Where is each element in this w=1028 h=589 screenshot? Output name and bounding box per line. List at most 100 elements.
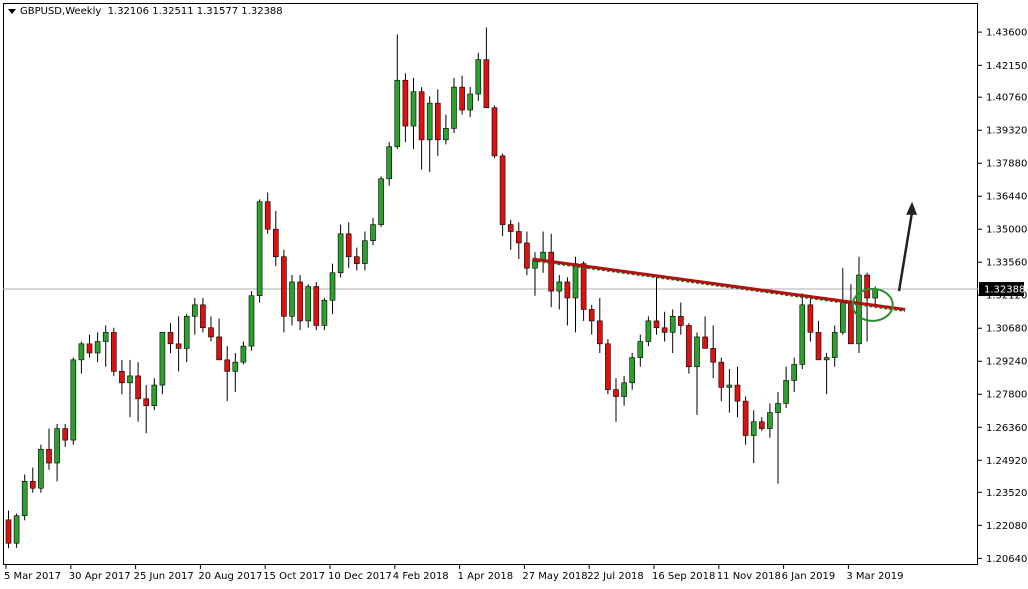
candle-80 bbox=[653, 275, 660, 335]
candle-body-69 bbox=[564, 281, 571, 299]
candle-body-78 bbox=[637, 341, 644, 358]
candle-body-62 bbox=[507, 224, 514, 232]
candle-body-24 bbox=[200, 304, 206, 329]
candle-body-9 bbox=[78, 343, 85, 361]
candle-55 bbox=[451, 77, 457, 133]
chart-header: GBPUSD,Weekly 1.32106 1.32511 1.31577 1.… bbox=[8, 6, 283, 17]
candle-body-4 bbox=[38, 448, 44, 489]
x-tick-label-0: 5 Mar 2017 bbox=[4, 571, 61, 582]
candle-90 bbox=[734, 366, 741, 418]
candle-1 bbox=[13, 513, 20, 548]
current-price-tag-bg bbox=[979, 282, 1024, 297]
candle-body-40 bbox=[329, 272, 336, 301]
candle-12 bbox=[102, 325, 109, 367]
candle-body-103 bbox=[839, 302, 846, 333]
candle-body-105 bbox=[856, 274, 862, 345]
candle-body-49 bbox=[402, 79, 409, 127]
candle-68 bbox=[556, 275, 563, 310]
candle-body-59 bbox=[483, 59, 490, 109]
candle-104 bbox=[848, 284, 854, 345]
candle-body-8 bbox=[70, 359, 77, 441]
candle-body-5 bbox=[46, 448, 52, 464]
candle-8 bbox=[70, 357, 77, 445]
candle-102 bbox=[831, 325, 838, 367]
up-arrow-shaft bbox=[897, 211, 914, 292]
overlays bbox=[532, 201, 918, 322]
candle-94 bbox=[767, 403, 773, 438]
candle-body-89 bbox=[726, 384, 733, 388]
trendline bbox=[532, 257, 906, 311]
candle-58 bbox=[475, 52, 482, 101]
high-value: 1.32511 bbox=[152, 6, 194, 17]
candle-body-101 bbox=[823, 357, 830, 361]
x-tick-label-12: 6 Jan 2019 bbox=[782, 571, 836, 582]
x-tick-label-10: 16 Sep 2018 bbox=[652, 571, 715, 582]
candle-39 bbox=[321, 297, 328, 331]
candles bbox=[5, 27, 879, 549]
candle-body-90 bbox=[734, 384, 741, 402]
candle-6 bbox=[54, 424, 60, 482]
candle-body-76 bbox=[621, 382, 627, 397]
dropdown-triangle-icon[interactable] bbox=[8, 8, 16, 14]
candle-51 bbox=[418, 87, 425, 170]
candle-98 bbox=[799, 293, 806, 370]
candle-body-75 bbox=[613, 389, 619, 397]
candle-body-37 bbox=[305, 286, 312, 322]
candle-45 bbox=[370, 217, 376, 246]
x-axis: 5 Mar 2017 30 Apr 2017 25 Jun 2017 20 Aug 2… bbox=[4, 565, 903, 582]
x-tick-label-13: 3 Mar 2019 bbox=[846, 571, 903, 582]
candle-16 bbox=[135, 362, 141, 422]
candle-body-94 bbox=[767, 412, 773, 429]
candle-41 bbox=[337, 224, 344, 278]
candle-85 bbox=[694, 332, 700, 415]
candle-body-27 bbox=[224, 359, 230, 372]
x-tick-label-11: 11 Nov 2018 bbox=[717, 571, 781, 582]
candle-body-33 bbox=[272, 228, 279, 258]
candle-60 bbox=[491, 105, 498, 159]
candle-69 bbox=[564, 277, 571, 326]
candle-body-96 bbox=[783, 380, 789, 404]
candle-body-53 bbox=[434, 102, 441, 141]
candle-body-68 bbox=[556, 281, 563, 292]
candle-0 bbox=[5, 510, 12, 549]
candle-30 bbox=[248, 291, 255, 351]
candle-20 bbox=[167, 323, 174, 353]
candle-56 bbox=[459, 75, 465, 115]
candle-body-10 bbox=[86, 343, 93, 354]
current-price-tag-text: 1.32388 bbox=[984, 285, 1025, 296]
candle-body-43 bbox=[353, 256, 360, 264]
candle-body-102 bbox=[831, 332, 838, 358]
candle-body-74 bbox=[605, 343, 611, 390]
candle-body-44 bbox=[362, 240, 368, 264]
low-value: 1.31577 bbox=[196, 6, 239, 17]
candle-body-45 bbox=[370, 224, 376, 241]
candle-28 bbox=[232, 352, 239, 392]
candle-body-38 bbox=[313, 286, 320, 326]
candle-27 bbox=[224, 346, 230, 402]
candle-body-67 bbox=[548, 251, 555, 292]
y-tick-label-10: 1.29240 bbox=[986, 357, 1027, 368]
candle-95 bbox=[775, 391, 781, 484]
candle-17 bbox=[143, 385, 149, 434]
candle-61 bbox=[499, 153, 506, 237]
candle-body-47 bbox=[386, 146, 393, 180]
candle-body-25 bbox=[208, 327, 214, 338]
candle-body-21 bbox=[175, 343, 182, 349]
candle-body-34 bbox=[281, 256, 287, 317]
candle-body-61 bbox=[499, 155, 506, 225]
candle-77 bbox=[629, 352, 636, 390]
open-value: 1.32106 bbox=[107, 6, 150, 17]
candle-body-7 bbox=[62, 428, 69, 441]
candle-body-58 bbox=[475, 59, 482, 95]
candle-59 bbox=[483, 27, 490, 109]
candle-body-65 bbox=[532, 261, 538, 269]
x-tick-label-8: 27 May 2018 bbox=[522, 571, 587, 582]
candle-body-22 bbox=[183, 316, 190, 349]
candle-body-3 bbox=[29, 481, 36, 489]
candle-76 bbox=[621, 375, 627, 406]
candle-97 bbox=[791, 357, 798, 392]
candle-15 bbox=[127, 359, 133, 418]
x-tick-label-9: 22 Jul 2018 bbox=[587, 571, 644, 582]
candle-37 bbox=[305, 284, 312, 328]
